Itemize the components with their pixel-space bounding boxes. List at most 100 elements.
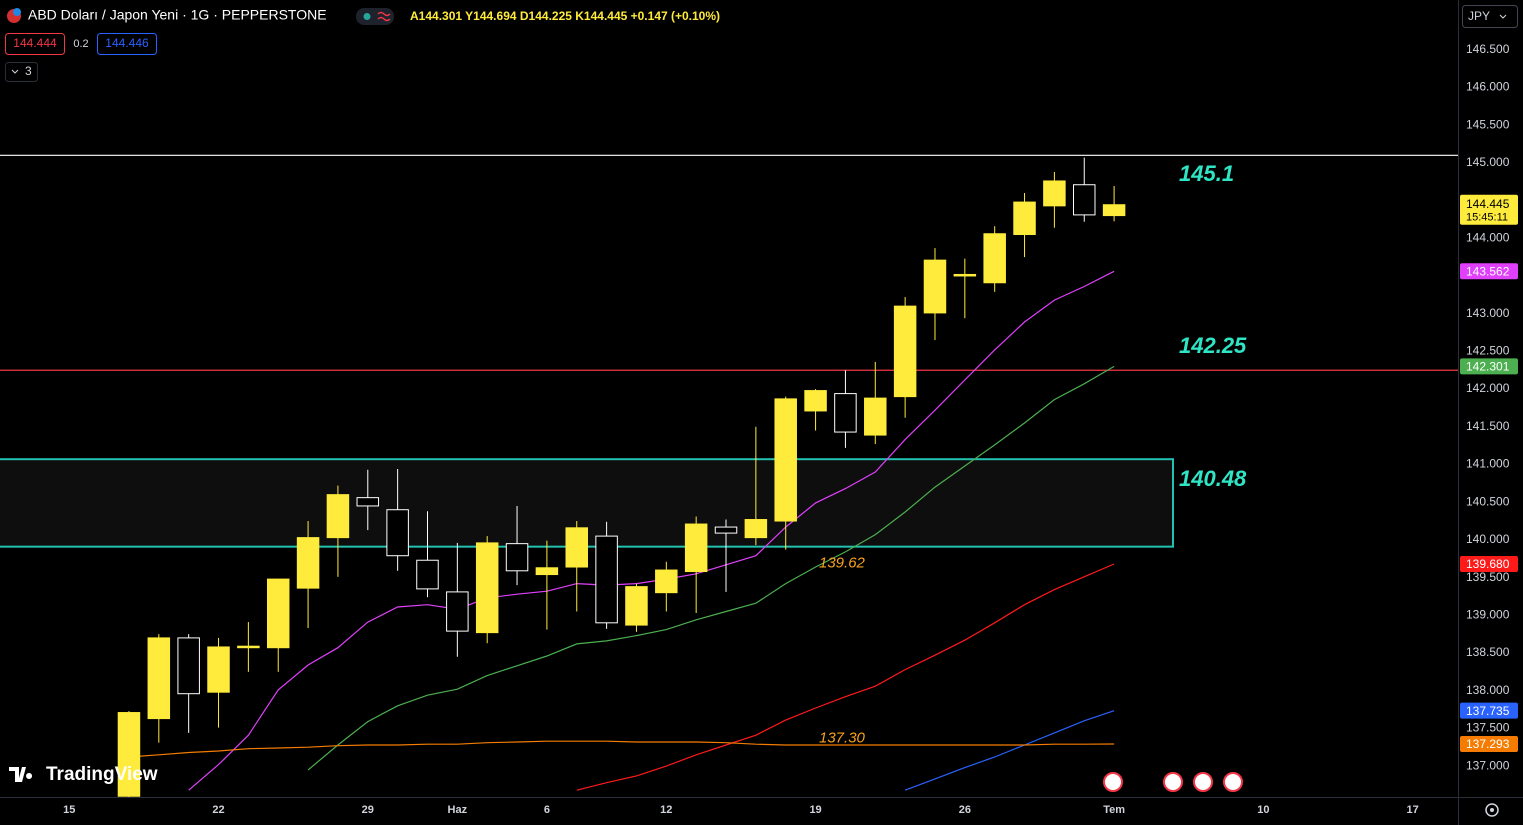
y-tick-label: 145.500 (1466, 117, 1510, 131)
indicator-line (307, 365, 1115, 771)
price-label: 137.735 (1466, 704, 1510, 718)
candle-body (266, 578, 290, 649)
x-tick-label: 17 (1406, 804, 1418, 816)
candle-body (356, 497, 380, 507)
candle-body (1043, 180, 1066, 207)
chevron (1499, 14, 1507, 19)
candle-body (1072, 184, 1096, 216)
candle-body (565, 527, 588, 568)
chevron (11, 69, 19, 74)
x-tick-label: 6 (544, 804, 550, 816)
y-tick-label: 138.000 (1466, 683, 1510, 697)
sell-button[interactable] (5, 33, 65, 55)
currency-button[interactable] (1462, 5, 1518, 28)
market-status (363, 13, 371, 20)
indicator-line (188, 270, 1115, 791)
countdown: 15:45:11 (1466, 212, 1508, 224)
spread: 0.2 (73, 38, 88, 50)
data-status (377, 11, 391, 22)
x-tick-label: Haz (448, 804, 468, 816)
y-tick-label: 137.000 (1466, 758, 1510, 772)
candle-body (207, 646, 230, 693)
candle-body (983, 233, 1006, 284)
candle-body (744, 519, 768, 539)
plot-area (0, 154, 1458, 797)
buy-button[interactable] (97, 33, 157, 55)
event-icon[interactable] (1223, 772, 1243, 792)
y-tick-label: 139.000 (1466, 607, 1510, 621)
logo-icon (9, 767, 33, 782)
y-tick-label: 145.000 (1466, 155, 1510, 169)
price-label-bg (1460, 702, 1518, 719)
candle-body (386, 509, 409, 557)
y-tick-label: 140.500 (1466, 494, 1510, 508)
candle-body (177, 637, 200, 695)
y-tick-label: 138.500 (1466, 645, 1510, 659)
y-tick-label: 141.500 (1466, 419, 1510, 433)
last-price: 144.445 (1466, 197, 1510, 211)
candle-body (893, 305, 917, 398)
indicator-line (904, 710, 1115, 791)
level-label: 145.1 (1179, 161, 1234, 186)
candle-body (1102, 204, 1126, 217)
event-icon[interactable] (1103, 772, 1123, 792)
last-price-bg (1460, 194, 1518, 225)
candle-body (804, 390, 827, 412)
x-tick-label: 29 (362, 804, 374, 816)
candle-body (326, 494, 350, 539)
y-tick-label: 146.500 (1466, 42, 1510, 56)
symbol-title[interactable]: ABD Doları / Japon Yeni · 1G · PEPPERSTO… (28, 7, 327, 23)
buy-price[interactable]: 144.446 (105, 36, 149, 50)
settings-icon[interactable] (1485, 803, 1499, 817)
candle-body (834, 393, 857, 433)
event-icon[interactable] (1163, 772, 1183, 792)
ohlc-values: A144.301 Y144.694 D144.225 K144.445 +0.1… (410, 9, 720, 23)
sell-price[interactable]: 144.444 (13, 36, 57, 50)
event-icon[interactable] (1193, 772, 1213, 792)
price-label: 139.680 (1466, 557, 1510, 571)
x-tick-label: 22 (212, 804, 224, 816)
x-tick-label: 10 (1257, 804, 1269, 816)
candle-body (147, 637, 171, 720)
y-tick-label: 140.000 (1466, 532, 1510, 546)
level-label: 142.25 (1179, 333, 1247, 358)
x-tick-label: Tem (1103, 804, 1125, 816)
note-label: 139.62 (819, 555, 866, 572)
zone-label: 140.48 (1179, 466, 1247, 491)
candle-body (684, 523, 708, 573)
candle-body (505, 543, 529, 572)
candle-body (864, 397, 887, 436)
candle-body (595, 535, 618, 624)
price-label-bg (1460, 358, 1518, 375)
y-tick-label: 144.000 (1466, 230, 1510, 244)
x-tick-label: 12 (660, 804, 672, 816)
candle-body (535, 567, 559, 576)
x-tick-label: 15 (63, 804, 75, 816)
candle-body (475, 542, 499, 634)
candle-body (923, 259, 947, 314)
indicators-toggle[interactable] (5, 62, 38, 82)
x-tick-label: 19 (809, 804, 821, 816)
symbol-icon (13, 8, 21, 16)
status-pill (356, 8, 394, 25)
y-tick-label: 137.500 (1466, 721, 1510, 735)
price-label: 142.301 (1466, 360, 1510, 374)
y-tick-label: 143.000 (1466, 306, 1510, 320)
price-label-bg (1460, 556, 1518, 573)
price-label: 143.562 (1466, 264, 1510, 278)
price-label: 137.293 (1466, 737, 1510, 751)
y-tick-label: 146.000 (1466, 80, 1510, 94)
y-tick-label: 139.500 (1466, 570, 1510, 584)
currency[interactable]: JPY (1468, 9, 1490, 23)
candle-body (774, 398, 797, 522)
candle-body (237, 645, 260, 649)
candle-body (1013, 201, 1036, 236)
y-tick-label: 142.500 (1466, 344, 1510, 358)
candle-body (117, 712, 141, 797)
indicator-count[interactable]: 3 (25, 64, 32, 78)
price-label-bg (1460, 735, 1518, 752)
event-icons (1103, 772, 1243, 792)
